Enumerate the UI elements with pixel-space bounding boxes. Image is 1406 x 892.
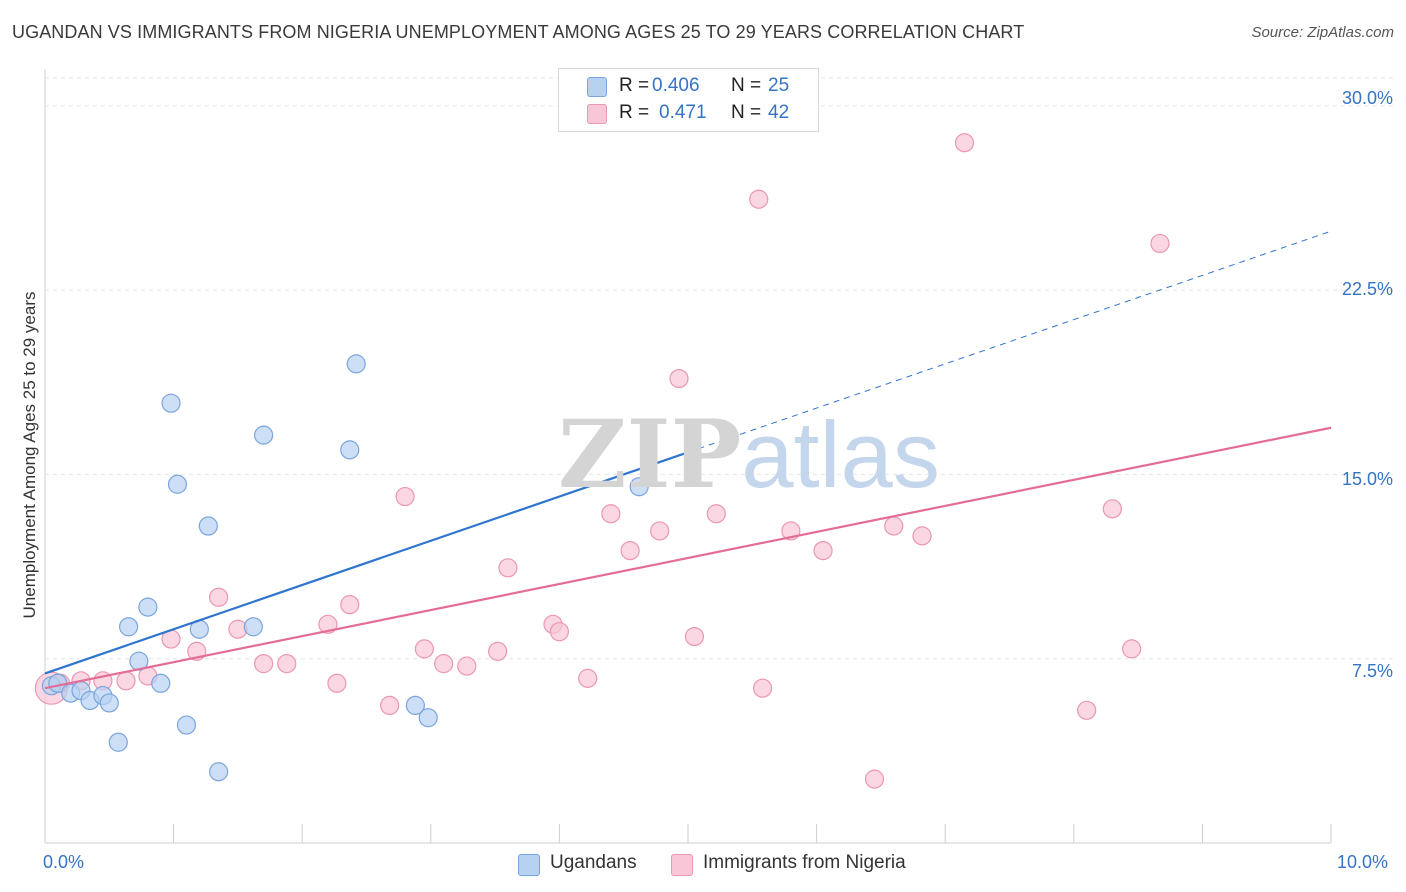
- ugandan-point: [629, 477, 649, 497]
- nigeria-point: [684, 626, 705, 647]
- ugandan-point: [99, 693, 119, 713]
- chart-title: UGANDAN VS IMMIGRANTS FROM NIGERIA UNEMP…: [12, 22, 1025, 42]
- watermark: ZIPatlas: [558, 400, 940, 510]
- r-label: R =: [619, 102, 650, 123]
- ugandan-point: [167, 474, 188, 494]
- nigeria-point: [340, 595, 360, 615]
- nigeria-point: [864, 769, 885, 789]
- n-label: N =: [731, 102, 762, 123]
- nigeria-point: [209, 587, 229, 607]
- nigeria-point: [620, 540, 640, 561]
- nigeria-point: [749, 189, 769, 209]
- nigeria-point: [395, 486, 415, 507]
- r-value: 0.471: [659, 102, 707, 123]
- ugandan-point: [418, 708, 438, 728]
- y-tick-label: 22.5%: [1341, 279, 1393, 299]
- nigeria-point: [650, 521, 670, 541]
- watermark-atlas: atlas: [741, 402, 940, 507]
- r-label: R =: [619, 75, 650, 96]
- nigeria-trend-line: [44, 426, 1332, 690]
- nigeria-point: [327, 673, 347, 693]
- ugandan-trend-line: [44, 451, 689, 675]
- nigeria-point: [669, 369, 689, 389]
- nigeria-point: [752, 678, 773, 698]
- y-tick-label: 30.0%: [1341, 88, 1393, 108]
- ugandan-point: [405, 695, 425, 716]
- y-tick-label: 7.5%: [1351, 661, 1393, 681]
- nigeria-point: [578, 668, 598, 688]
- nigeria-point: [318, 614, 338, 634]
- nigeria-point: [277, 654, 297, 674]
- ugandan-point: [340, 440, 360, 460]
- ugandan-point: [198, 516, 218, 536]
- ugandan-point: [209, 762, 229, 782]
- r-value: 0.406: [652, 75, 700, 96]
- source-credit: Source: ZipAtlas.com: [1251, 24, 1394, 41]
- nigeria-point: [116, 671, 136, 691]
- nigeria-swatch: [587, 104, 607, 124]
- nigeria-point: [1077, 700, 1097, 720]
- nigeria-point: [601, 504, 621, 524]
- nigeria-point: [380, 695, 400, 716]
- ugandan-point: [176, 715, 197, 735]
- ugandan-point: [346, 354, 366, 374]
- x-tick-label-max: 10.0%: [1337, 852, 1389, 872]
- ugandans-legend-swatch: [518, 854, 540, 876]
- ugandan-trend-extension: [687, 230, 1332, 453]
- ugandan-point: [161, 393, 181, 413]
- x-tick-label-min: 0.0%: [43, 852, 85, 872]
- legend-label: Ugandans: [550, 852, 637, 873]
- nigeria-point: [434, 654, 454, 674]
- nigeria-point: [813, 540, 833, 561]
- nigeria-point: [414, 639, 434, 659]
- nigeria-point: [1102, 499, 1122, 519]
- stats-legend: R = 0.406 N = 25 R = 0.471 N = 42: [558, 68, 819, 132]
- ugandan-point: [118, 617, 139, 637]
- ugandan-point: [243, 617, 263, 637]
- y-tick-label: 15.0%: [1341, 469, 1393, 489]
- ugandan-point: [254, 425, 274, 445]
- watermark-zip: ZIP: [558, 400, 742, 510]
- legend-label: Immigrants from Nigeria: [703, 852, 906, 873]
- n-value: 25: [768, 75, 790, 96]
- ugandan-point: [151, 673, 171, 693]
- nigeria-point: [254, 654, 274, 674]
- nigeria-point: [706, 504, 726, 524]
- ugandan-point: [108, 732, 128, 752]
- nigeria-point: [488, 641, 508, 661]
- nigeria-legend-swatch: [671, 854, 693, 876]
- nigeria-point: [1150, 233, 1170, 254]
- y-axis-label: Unemployment Among Ages 25 to 29 years: [20, 291, 39, 619]
- nigeria-point: [884, 516, 904, 536]
- n-label: N =: [731, 75, 762, 96]
- n-value: 42: [768, 102, 790, 123]
- nigeria-point: [954, 133, 975, 153]
- nigeria-point: [549, 622, 570, 642]
- nigeria-point: [912, 526, 932, 546]
- nigeria-point: [457, 656, 477, 676]
- nigeria-point: [1122, 639, 1142, 659]
- ugandans-swatch: [587, 77, 607, 97]
- nigeria-point: [498, 558, 518, 578]
- ugandan-point: [138, 597, 158, 617]
